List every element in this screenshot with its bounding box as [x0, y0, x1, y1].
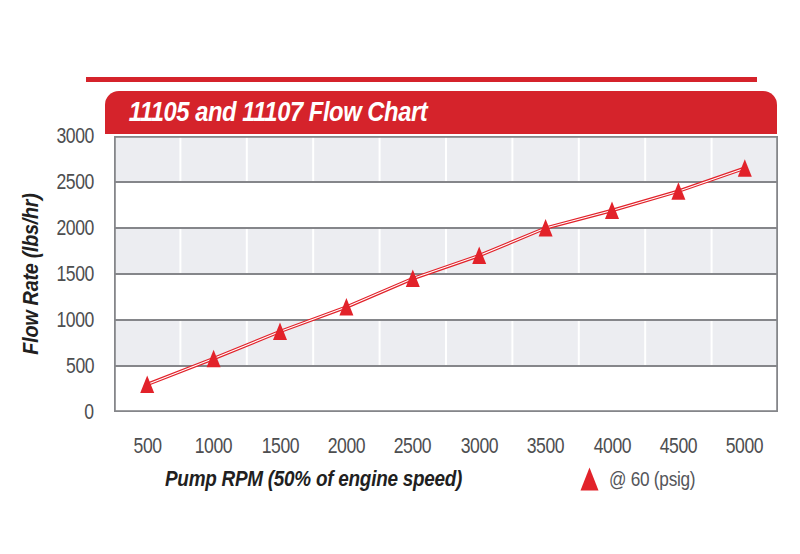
y-tick-label: 3000 — [30, 125, 94, 147]
x-tick-label: 4500 — [645, 434, 711, 458]
chart-title: 11105 and 11107 Flow Chart — [105, 97, 427, 128]
legend: @ 60 (psig) — [580, 466, 709, 492]
flow-chart-page: 11105 and 11107 Flow Chart Flow Rate (lb… — [0, 0, 800, 554]
x-axis-tick-labels: 500100015002000250030003500400045005000 — [114, 434, 778, 458]
chart-title-banner: 11105 and 11107 Flow Chart — [105, 91, 777, 134]
y-tick-label: 2500 — [30, 171, 94, 193]
x-axis-title: Pump RPM (50% of engine speed) — [165, 466, 511, 492]
y-axis-tick-labels: 300025002000150010005000 — [30, 136, 94, 412]
x-tick-label: 1500 — [247, 434, 313, 458]
x-tick-label: 5000 — [712, 434, 778, 458]
triangle-marker-icon — [580, 467, 599, 491]
y-tick-label: 0 — [30, 401, 94, 423]
y-tick-label: 2000 — [30, 217, 94, 239]
top-red-rule — [86, 77, 757, 82]
flow-rate-line-chart — [114, 136, 778, 412]
x-tick-label: 3500 — [512, 434, 578, 458]
x-tick-label: 3000 — [446, 434, 512, 458]
x-tick-label: 4000 — [579, 434, 645, 458]
x-tick-label: 500 — [114, 434, 180, 458]
x-tick-label: 1000 — [180, 434, 246, 458]
x-tick-label: 2500 — [380, 434, 446, 458]
y-tick-label: 1000 — [30, 309, 94, 331]
y-tick-label: 500 — [30, 355, 94, 377]
x-tick-label: 2000 — [313, 434, 379, 458]
legend-label: @ 60 (psig) — [609, 468, 695, 491]
plot-area — [114, 136, 778, 412]
y-tick-label: 1500 — [30, 263, 94, 285]
